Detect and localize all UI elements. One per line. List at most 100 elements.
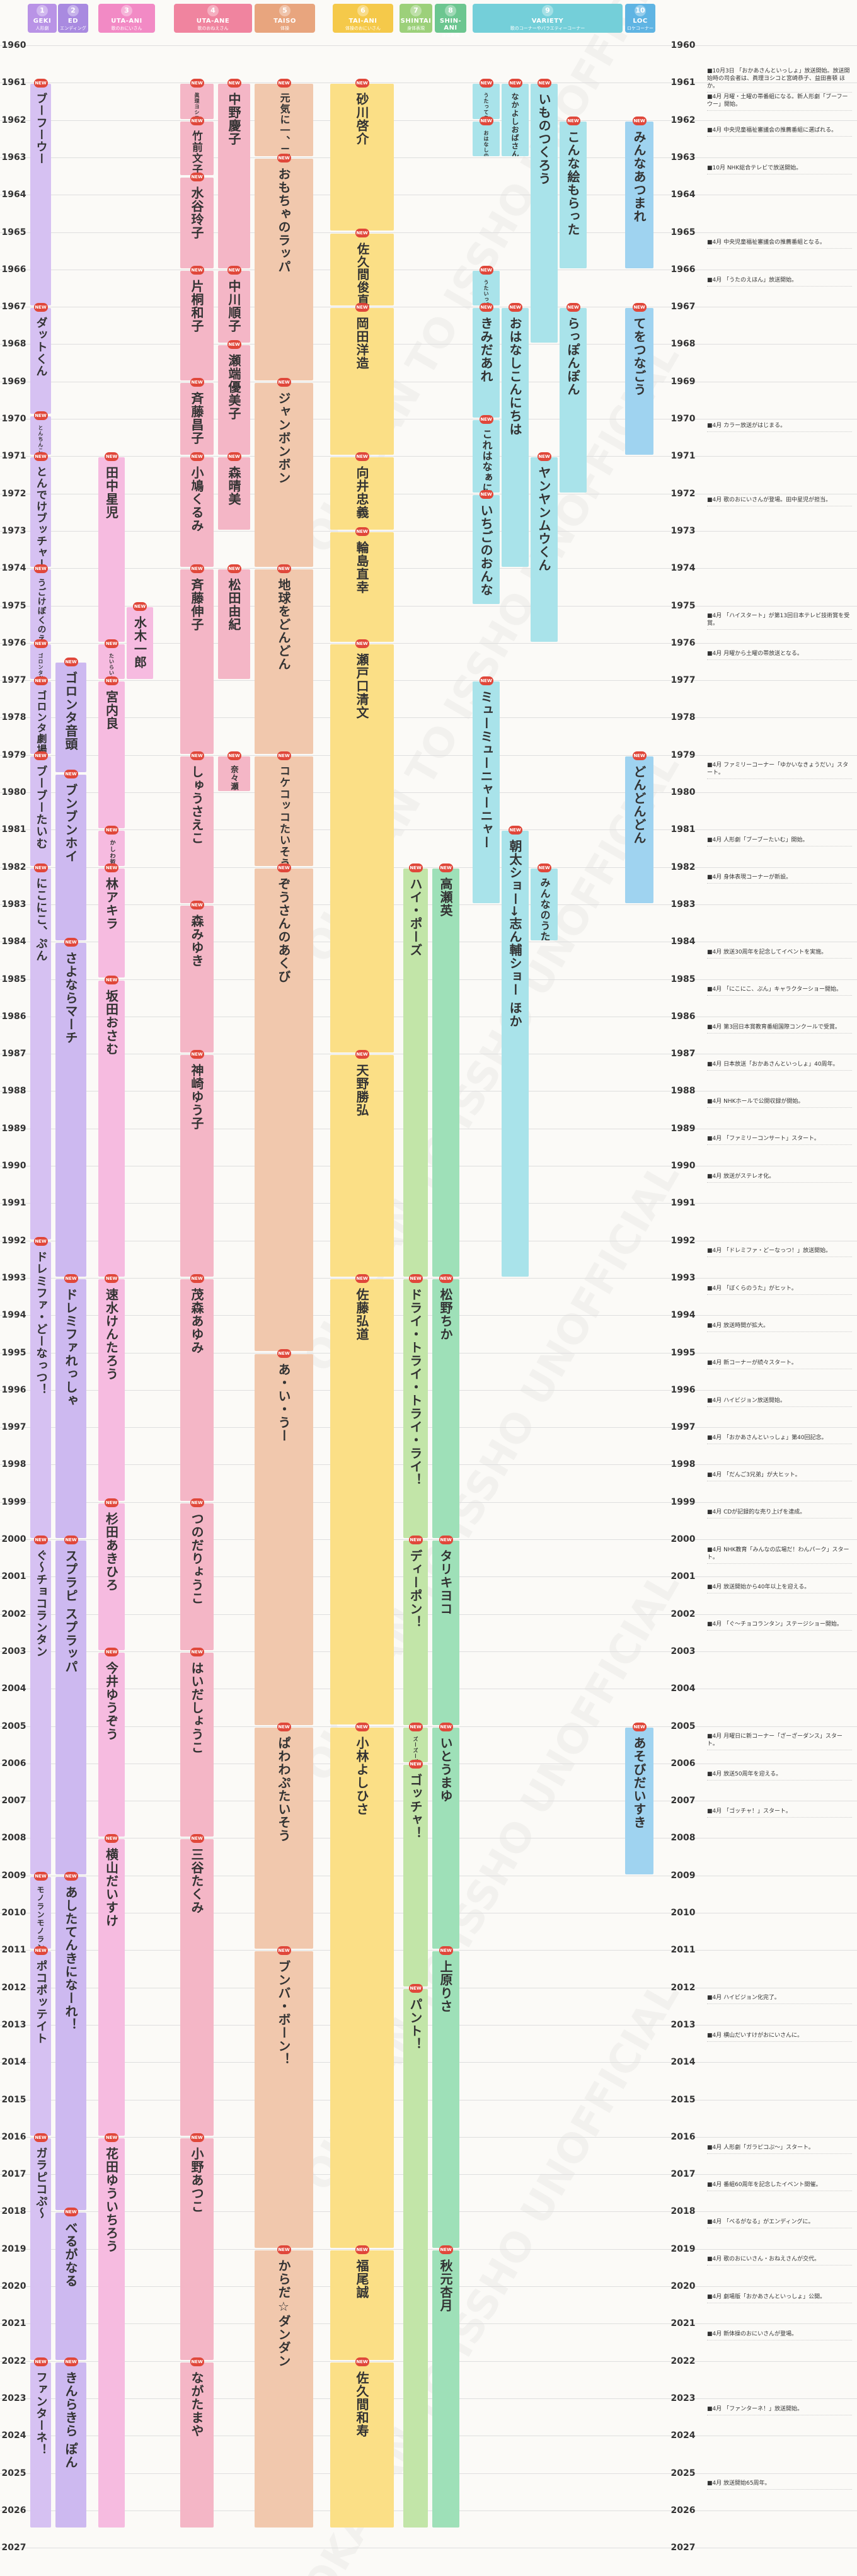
program-bar: つのだりょうこ [180,1503,214,1650]
program-bar: コケコッコたいそう [255,756,313,866]
program-bar: 森みゆき [180,905,214,1053]
program-bar: 福尾誠 [330,2250,394,2360]
year-label-left: 2006 [1,1758,26,1769]
program-bar: さよならマーチ [55,943,86,1277]
new-badge: NEW [33,2357,48,2366]
program-bar: しゅうさえこ [180,756,214,903]
new-badge: NEW [537,79,551,88]
year-label-right: 1983 [670,899,696,909]
program-bar: ファンターネ！ [30,2362,51,2528]
program-bar: 佐藤弘道 [330,1279,394,1725]
year-label-right: 1982 [670,862,696,872]
new-badge: NEW [190,116,204,125]
new-badge: NEW [190,1647,204,1656]
new-badge: NEW [277,564,291,574]
program-name: 茂森あゆみ [189,1287,204,1354]
program-bar: タリキヨコ [432,1541,459,1725]
column-number: 9 [542,5,553,16]
year-label-left: 2016 [1,2131,26,2142]
year-label-right: 1987 [670,1049,696,1059]
new-badge: NEW [64,770,78,779]
year-label-right: 2016 [670,2131,696,2142]
year-gridline [0,792,857,793]
year-gridline [0,456,857,457]
program-bar: あしたてんきになーれ！ [55,1876,86,2211]
history-note: ■4月 月曜・土曜の帯番組になる。新人形劇「ブーフーウー」開始。 [707,91,852,111]
history-note: ■4月 「にこにこ、ぷん」キャラクターショー開始。 [707,984,852,996]
history-note: ■4月 「おかあさんといっしょ」第40回記念。 [707,1432,852,1444]
year-label-right: 1962 [670,115,696,125]
column-label: 体操 [280,26,289,31]
history-note: ■4月 歌のおにいさん・おねえさんが交代。 [707,2254,852,2266]
year-label-right: 1978 [670,712,696,723]
year-gridline [0,1464,857,1466]
program-name: ぱわわぷたいそう [276,1736,291,1842]
program-name: うたってあそんで [483,93,489,119]
program-name: 秋元杏月 [438,2259,453,2312]
year-label-right: 1960 [670,40,696,50]
program-name: 斉藤伸子 [189,578,204,632]
program-name: 向井忠義 [354,466,369,520]
program-name: 坂田おさむ [103,989,119,1056]
history-note: ■4月 月曜日に新コーナー「ざーざーダンス」スタート。 [707,1731,852,1751]
year-gridline [0,2062,857,2063]
program-bar: ながたまや [180,2362,214,2528]
year-label-left: 2004 [1,1684,26,1694]
new-badge: NEW [632,303,647,312]
year-label-left: 1987 [1,1049,26,1059]
program-bar: 朝太ショー→志ん輔ショー ほか [502,831,529,1277]
new-badge: NEW [355,1722,369,1731]
new-badge: NEW [227,564,241,574]
history-note: ■4月 人形劇「ガラピコぷ～」スタート。 [707,2142,852,2154]
program-bar: これはなぁに [473,420,500,493]
history-note: ■4月 ファミリーコーナー「ゆかいなきょうだい」スタート。 [707,760,852,780]
column-label: 身体表現 [407,26,425,31]
year-label-right: 1975 [670,600,696,611]
year-label-right: 2005 [670,1721,696,1731]
column-number: 7 [410,5,422,16]
year-label-left: 1971 [1,451,26,462]
program-name: ブンバ・ボーン！ [276,1960,291,2066]
column-number: 5 [279,5,290,16]
column-number: 10 [635,5,646,16]
program-name: 神崎ゆう子 [189,1064,204,1131]
year-gridline [0,2398,857,2399]
year-gridline [0,530,857,532]
history-note: ■4月 放送時間が拡大。 [707,1320,852,1332]
program-bar: ハイ・ポーズ [403,868,428,1277]
new-badge: NEW [408,1274,423,1283]
program-bar: 佐久間和寿 [330,2362,394,2528]
new-badge: NEW [439,1536,453,1544]
new-badge: NEW [479,676,493,686]
program-bar: 天野勝弘 [330,1055,394,1277]
new-badge: NEW [33,2133,48,2142]
new-badge: NEW [439,863,453,872]
history-note: ■4月 人形劇「ブーブーたいむ」開始。 [707,835,852,847]
column-label: エンディング [60,26,86,31]
program-bar: ミューミューニャーニャー [473,681,500,903]
year-label-left: 1979 [1,749,26,760]
new-badge: NEW [33,751,48,760]
new-badge: NEW [64,938,78,947]
program-bar: 竹前文子 [180,121,214,175]
program-bar: ジャンボンボン [255,382,313,567]
history-note: ■4月 「うたのえほん」放送開始。 [707,275,852,287]
year-label-left: 1983 [1,899,26,909]
program-bar: 地球をどんどん [255,569,313,754]
program-bar: 輪島直幸 [330,532,394,642]
program-bar: ゴロンタ音頭 [55,663,86,773]
year-label-right: 1968 [670,339,696,350]
year-label-left: 1970 [1,414,26,424]
program-name: うたいっぱい [483,279,489,306]
program-name: 小野あつこ [189,2146,204,2213]
program-name: ぐ～チョコランタン [34,1549,48,1658]
year-label-right: 1965 [670,227,696,237]
program-bar: 森晴美 [218,457,250,530]
program-name: ファンターネ！ [34,2371,48,2456]
program-bar: かしわ哲 [98,831,125,866]
year-label-right: 2017 [670,2169,696,2180]
program-bar: なかよしおばさん [502,84,529,156]
new-badge: NEW [190,2357,204,2366]
new-badge: NEW [439,1946,453,1956]
program-bar: こんな絵もらった [560,121,587,268]
